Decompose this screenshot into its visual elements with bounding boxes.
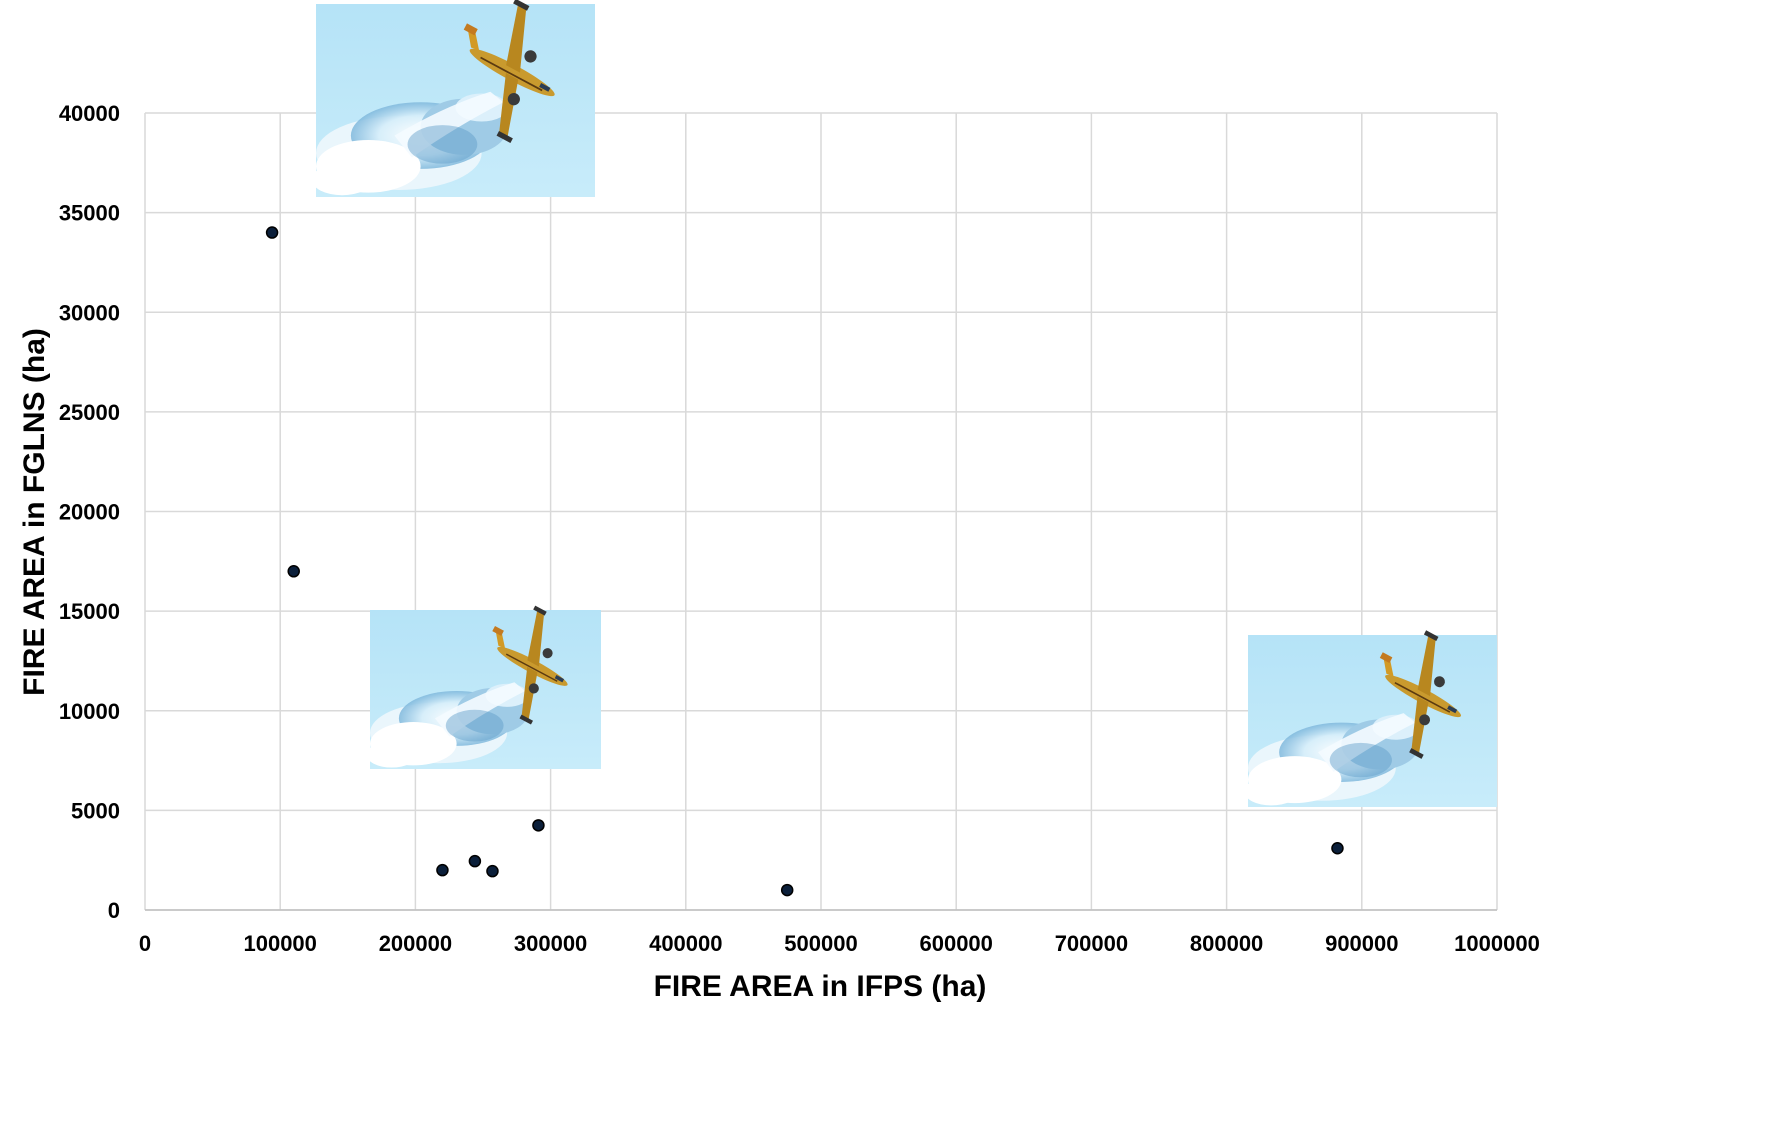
picture-layer <box>310 0 1498 808</box>
x-tick-label: 600000 <box>919 931 992 956</box>
y-tick-label: 10000 <box>59 699 120 724</box>
data-point <box>287 565 300 578</box>
axes: 0 100000 200000 300000 400000 500000 600000 700… <box>59 101 1540 956</box>
x-tick-label: 300000 <box>514 931 587 956</box>
data-point <box>486 864 499 878</box>
x-tick-label: 200000 <box>379 931 452 956</box>
x-tick-label: 100000 <box>243 931 316 956</box>
data-point <box>436 863 449 877</box>
y-tick-label: 40000 <box>59 101 120 126</box>
data-point <box>532 819 545 832</box>
y-tick-label: 20000 <box>59 500 120 525</box>
data-point <box>1331 841 1344 855</box>
x-tick-label: 0 <box>139 931 151 956</box>
y-tick-label: 0 <box>108 898 120 923</box>
y-tick-label: 15000 <box>59 599 120 624</box>
y-tick-label: 25000 <box>59 400 120 425</box>
firefighting-plane-photo-middle <box>365 592 602 770</box>
data-point <box>468 854 482 868</box>
x-tick-label: 800000 <box>1190 931 1263 956</box>
y-tick-label: 30000 <box>59 300 120 325</box>
x-tick-label: 400000 <box>649 931 722 956</box>
y-tick-label: 5000 <box>71 798 120 823</box>
x-tick-label: 900000 <box>1325 931 1398 956</box>
y-axis-title: FIRE AREA in FGLNS (ha) <box>18 328 51 696</box>
x-tick-label: 1000000 <box>1454 931 1540 956</box>
y-tick-label: 35000 <box>59 201 120 226</box>
firefighting-plane-photo-top <box>310 0 596 198</box>
x-tick-label: 700000 <box>1055 931 1128 956</box>
data-point <box>780 883 794 897</box>
plane-image <box>365 592 602 770</box>
data-point <box>265 226 279 239</box>
firefighting-plane-photo-right <box>1243 616 1498 808</box>
plane-image <box>1243 616 1498 808</box>
x-tick-label: 500000 <box>784 931 857 956</box>
data-points <box>265 226 1344 897</box>
x-axis-title: FIRE AREA in IFPS (ha) <box>654 970 987 1003</box>
plane-image <box>310 0 596 198</box>
